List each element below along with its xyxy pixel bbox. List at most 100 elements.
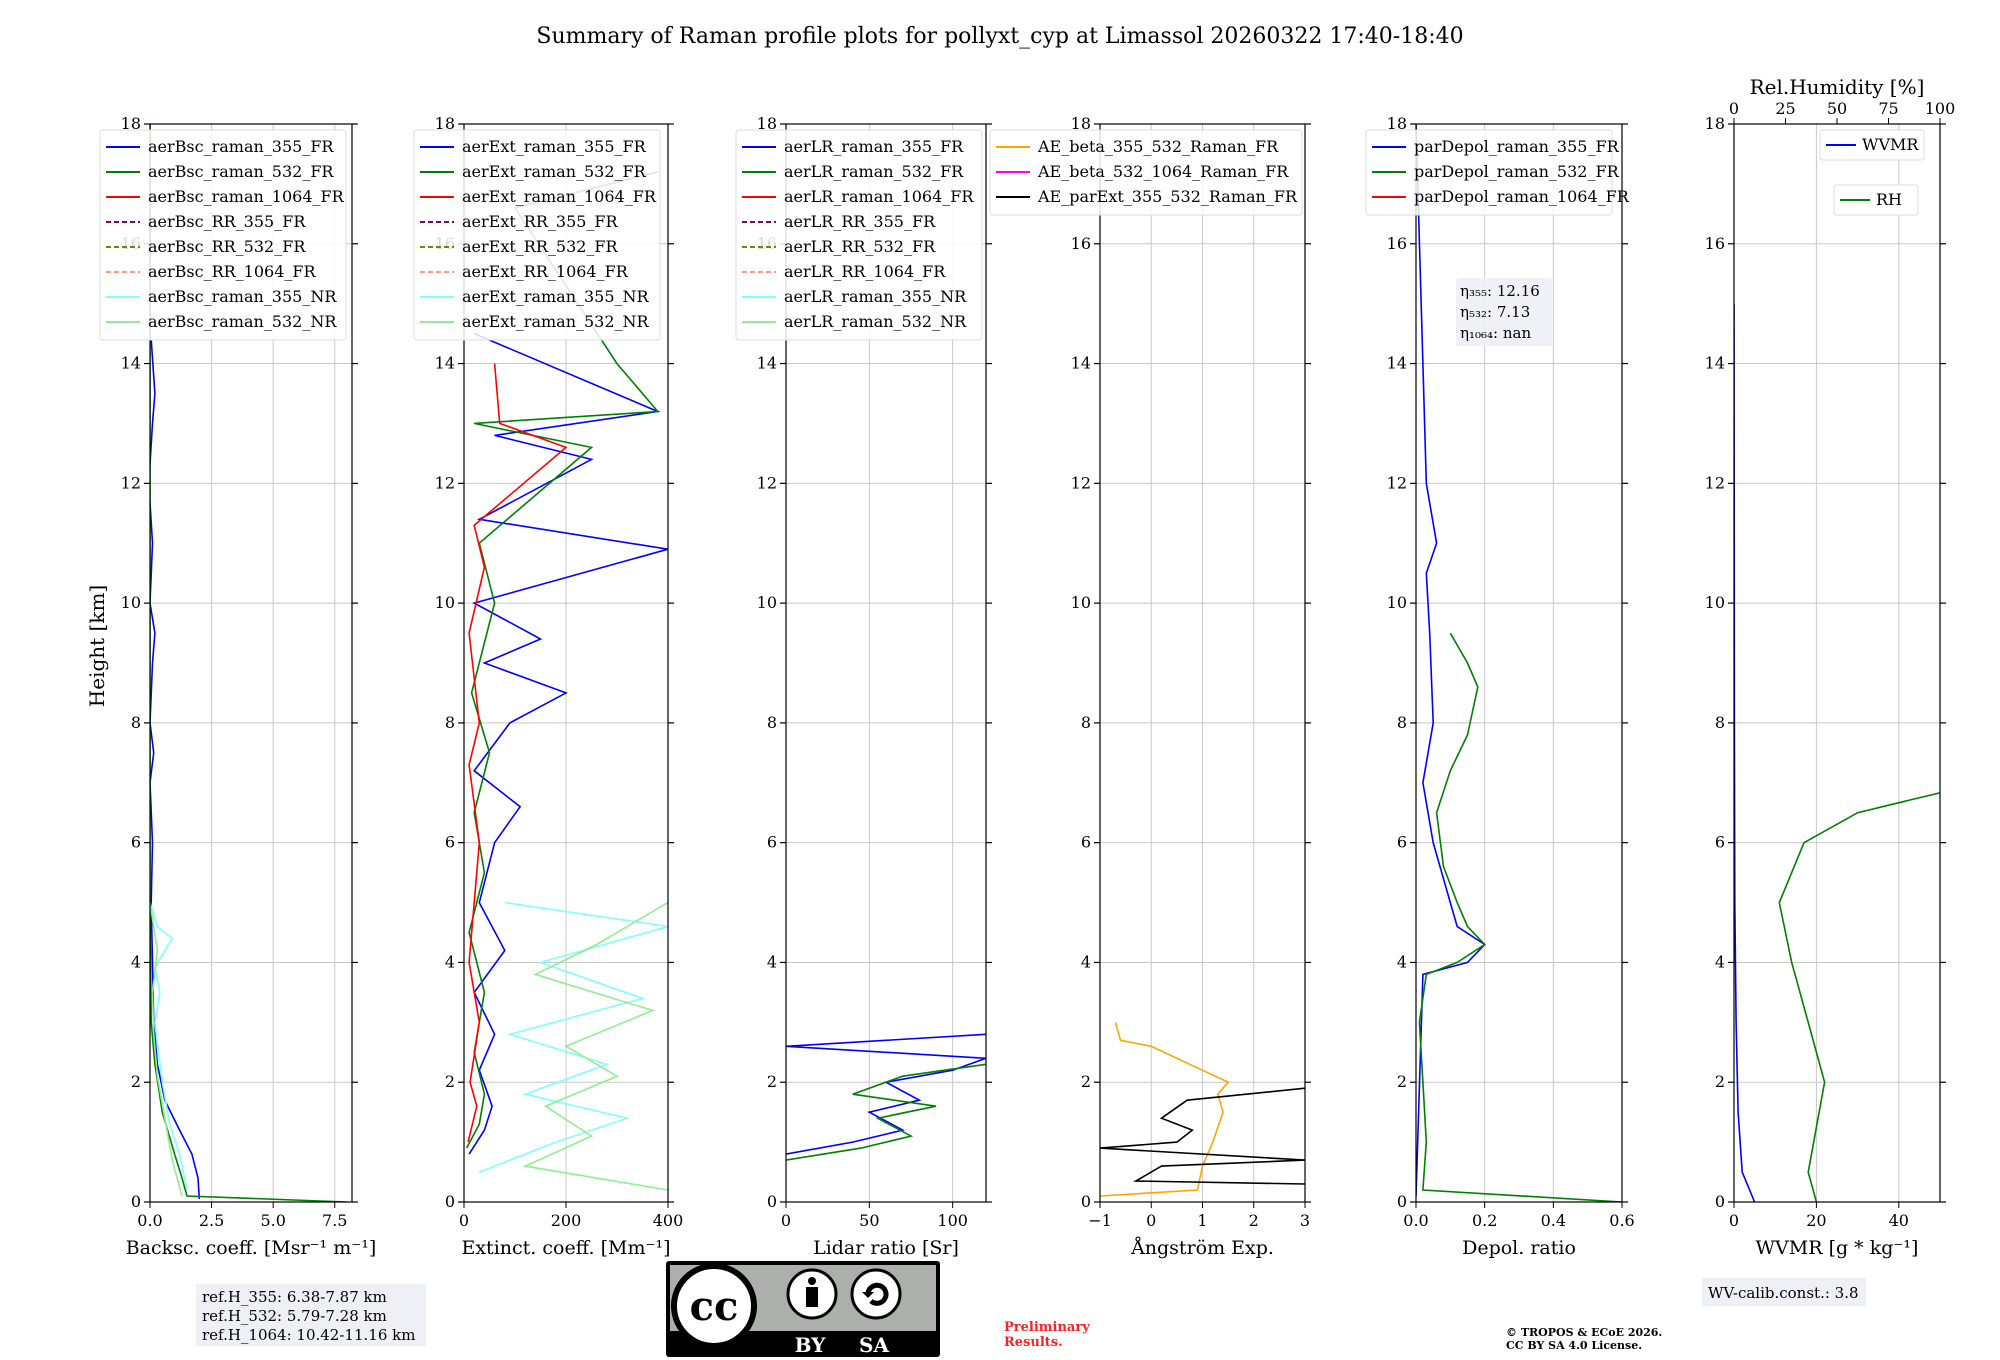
series-group <box>1100 1022 1305 1197</box>
x-tick-label: 5.0 <box>260 1211 285 1230</box>
ref-height-box: ref.H_355: 6.38-7.87 km ref.H_532: 5.79-… <box>196 1284 426 1346</box>
ref-height-532: ref.H_532: 5.79-7.28 km <box>202 1307 387 1325</box>
y-tick-label: 4 <box>1715 952 1725 971</box>
legend-entry-wvmr: WVMR <box>1862 135 1919 154</box>
top-x-tick-label: 0 <box>1729 99 1739 118</box>
y-tick-label: 0 <box>445 1192 455 1211</box>
y-tick-label: 4 <box>1081 952 1091 971</box>
series-group <box>1416 124 1622 1202</box>
series-group <box>465 171 668 1191</box>
x-tick-label: 0.6 <box>1609 1211 1634 1230</box>
legend-box-rh <box>1833 184 1919 216</box>
y-tick-label: 4 <box>767 952 777 971</box>
y-tick-label: 0 <box>767 1192 777 1211</box>
legend-entry: aerBsc_RR_355_FR <box>148 212 306 231</box>
y-tick-label: 0 <box>1397 1192 1407 1211</box>
y-tick-label: 4 <box>1397 952 1407 971</box>
legend-entry: aerExt_RR_532_FR <box>462 237 619 256</box>
legend-entry: aerExt_raman_1064_FR <box>462 187 657 206</box>
series-line-WVMR <box>1734 303 1756 1202</box>
axes-frame <box>1733 123 1941 1203</box>
legend-entry: aerLR_RR_1064_FR <box>784 262 946 281</box>
y-tick-label: 8 <box>445 713 455 732</box>
y-tick-label: 8 <box>131 713 141 732</box>
legend-box <box>989 129 1303 216</box>
chart-panel-lidar_ratio: 050100024681012141618Lidar ratio [Sr]aer… <box>735 114 992 1259</box>
x-tick-label: 0 <box>459 1211 469 1230</box>
series-line-AE_parExt_355_532_Raman_FR <box>1100 1087 1305 1185</box>
y-tick-label: 2 <box>131 1072 141 1091</box>
top-x-tick-label: 25 <box>1775 99 1795 118</box>
x-tick-label: 100 <box>937 1211 968 1230</box>
ref-height-355: ref.H_355: 6.38-7.87 km <box>202 1288 387 1306</box>
y-tick-label: 14 <box>1705 354 1725 373</box>
y-axis-label: Height [km] <box>85 585 109 707</box>
x-axis-label: WVMR [g * kg⁻¹] <box>1756 1237 1919 1259</box>
series-line-aerBsc_raman_532_NR <box>150 902 183 1197</box>
series-line-aerExt_raman_1064_FR <box>467 363 568 1143</box>
y-tick-label: 6 <box>445 833 455 852</box>
x-tick-label: 2.5 <box>199 1211 224 1230</box>
legend-entry: aerLR_raman_355_FR <box>784 137 964 156</box>
y-tick-label: 2 <box>767 1072 777 1091</box>
preliminary-line-1: Preliminary <box>1004 1320 1090 1335</box>
legend-entry: aerBsc_raman_355_NR <box>148 287 337 306</box>
legend-entry: aerLR_raman_1064_FR <box>784 187 974 206</box>
legend-entry: aerExt_raman_355_FR <box>462 137 647 156</box>
y-tick-label: 0 <box>1081 1192 1091 1211</box>
y-tick-label: 12 <box>121 473 141 492</box>
y-tick-label: 0 <box>1715 1192 1725 1211</box>
y-tick-label: 4 <box>445 952 455 971</box>
legend-entry: aerExt_raman_532_NR <box>462 312 650 331</box>
series-line-aerExt_raman_355_NR <box>479 901 668 1173</box>
chart-panel-backscatter: 0.02.55.07.5024681012141618Backsc. coeff… <box>99 114 377 1259</box>
series-line-RH <box>1778 791 1940 1202</box>
wv-calib-box: WV-calib.const.: 3.8 <box>1702 1278 1866 1306</box>
series-line-aerBsc_raman_532_FR <box>150 124 348 1202</box>
y-tick-label: 2 <box>1397 1072 1407 1091</box>
legend-entry: aerBsc_raman_532_NR <box>148 312 337 331</box>
x-tick-label: 400 <box>653 1211 684 1230</box>
legend-entry: aerLR_RR_532_FR <box>784 237 936 256</box>
y-tick-label: 12 <box>1071 473 1091 492</box>
legend-entry: aerExt_RR_355_FR <box>462 212 619 231</box>
y-tick-label: 18 <box>1705 114 1725 133</box>
x-axis-label: Depol. ratio <box>1462 1237 1576 1259</box>
y-tick-label: 10 <box>757 593 777 612</box>
y-tick-label: 18 <box>1387 114 1407 133</box>
eta-value: η₃₅₅: 12.16 <box>1460 282 1540 300</box>
axes-frame <box>149 123 353 1203</box>
x-tick-label: −1 <box>1088 1211 1112 1230</box>
series-line-parDepol_raman_532_FR <box>1418 632 1622 1202</box>
y-tick-label: 16 <box>1071 234 1091 253</box>
eta-value: η₅₃₂: 7.13 <box>1460 303 1530 321</box>
y-tick-label: 16 <box>1705 234 1725 253</box>
y-tick-label: 4 <box>131 952 141 971</box>
y-tick-label: 18 <box>1071 114 1091 133</box>
series-line-aerLR_raman_532_FR <box>786 1063 986 1161</box>
legend-entry: aerBsc_RR_1064_FR <box>148 262 317 281</box>
legend-entry: aerExt_RR_1064_FR <box>462 262 629 281</box>
series-line-aerExt_raman_355_FR <box>468 332 668 1155</box>
x-tick-label: 50 <box>859 1211 879 1230</box>
x-tick-label: 20 <box>1806 1211 1826 1230</box>
x-axis-label: Lidar ratio [Sr] <box>813 1237 959 1259</box>
legend-entry: aerLR_raman_532_NR <box>784 312 967 331</box>
by-label: BY <box>795 1333 827 1357</box>
x-axis-label: Backsc. coeff. [Msr⁻¹ m⁻¹] <box>126 1237 377 1259</box>
x-tick-label: 1 <box>1197 1211 1207 1230</box>
x-tick-label: 0.0 <box>137 1211 162 1230</box>
legend-entry: parDepol_raman_1064_FR <box>1414 187 1630 206</box>
series-group <box>786 1033 986 1161</box>
axes-frame <box>1415 123 1623 1203</box>
y-tick-label: 6 <box>767 833 777 852</box>
series-line-parDepol_raman_355_FR <box>1416 124 1486 1197</box>
legend-entry: aerExt_raman_355_NR <box>462 287 650 306</box>
legend-entry-rh: RH <box>1876 190 1902 209</box>
legend-entry: aerBsc_raman_1064_FR <box>148 187 345 206</box>
figure-title: Summary of Raman profile plots for polly… <box>536 24 1463 49</box>
x-tick-label: 3 <box>1300 1211 1310 1230</box>
top-x-tick-label: 100 <box>1925 99 1956 118</box>
y-tick-label: 14 <box>121 354 141 373</box>
